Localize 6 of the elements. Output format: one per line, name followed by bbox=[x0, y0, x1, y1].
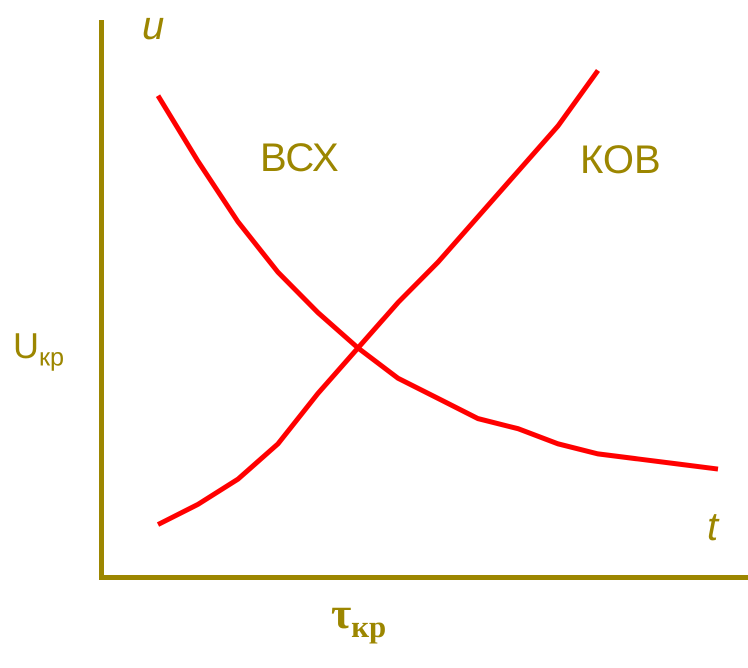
series-label: ВСХ bbox=[260, 136, 339, 180]
text: τ$_{кр}$ bbox=[331, 589, 386, 644]
x-axis-title: t bbox=[707, 505, 720, 549]
y-axis-title: u bbox=[142, 4, 164, 48]
text: U$_{кр}$ bbox=[13, 325, 64, 372]
series-label: КОВ bbox=[580, 138, 661, 182]
